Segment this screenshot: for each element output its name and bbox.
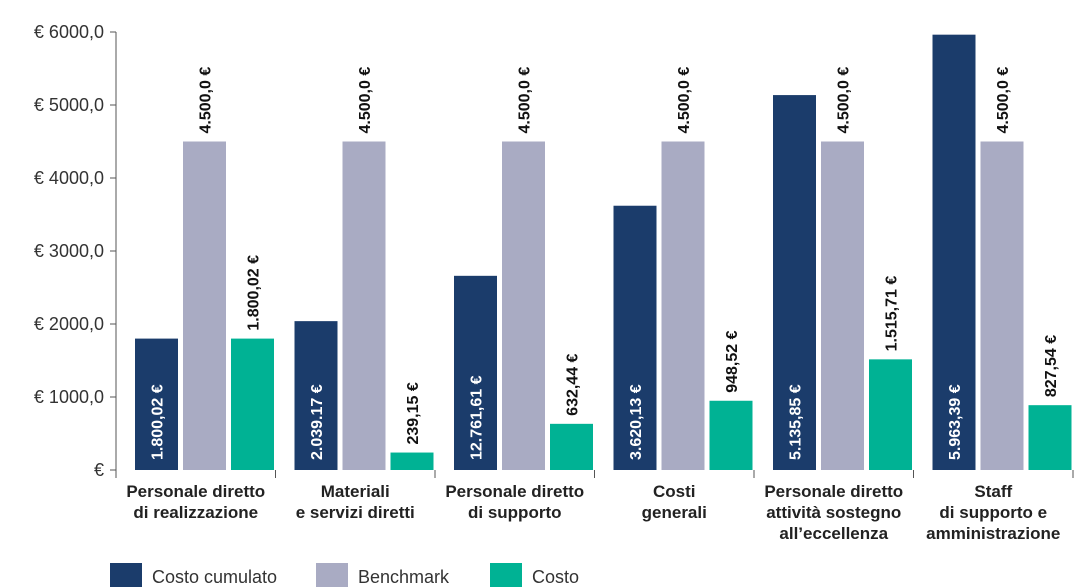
y-tick-label: € 6000,0 [34, 22, 104, 42]
data-label: 4.500,0 € [836, 67, 853, 134]
data-label: 1.800,02 € [246, 255, 263, 331]
y-tick-label: € 5000,0 [34, 95, 104, 115]
data-label: 4.500,0 € [676, 67, 693, 134]
legend-label: Benchmark [358, 567, 450, 587]
category-label: attività sostegno [766, 503, 901, 522]
category-label: all’eccellenza [779, 524, 888, 543]
bar-costo [869, 359, 912, 470]
y-tick-label: € 1000,0 [34, 387, 104, 407]
data-label: 4.500,0 € [517, 67, 534, 134]
bar-costo-cumulato [932, 34, 976, 470]
data-label: 239,15 € [405, 382, 422, 444]
legend-label: Costo [532, 567, 579, 587]
data-label: 5.135,85 € [788, 384, 805, 460]
bar-costo-cumulato [613, 205, 657, 470]
category-label: di supporto [468, 503, 561, 522]
bar-benchmark [980, 141, 1024, 470]
data-label: 1.800,02 € [150, 384, 167, 460]
data-label: 5.963,39 € [947, 384, 964, 460]
data-label: 1.515,71 € [884, 276, 901, 352]
data-label: 4.500,0 € [198, 67, 215, 134]
data-label: 827,54 € [1043, 335, 1060, 397]
y-tick-label: € [94, 460, 104, 480]
data-label: 632,44 € [565, 353, 582, 415]
axes: € € 1000,0 € 2000,0 € 3000,0 € 4000,0 € 5000,… [34, 22, 1074, 480]
category-label: Personale diretto [445, 482, 584, 501]
data-labels: 1.800,02 € 4.500,0 € 1.800,02 € 2.039.17 € 4… [150, 67, 1061, 460]
category-label: Personale diretto [126, 482, 265, 501]
legend-swatch [490, 563, 522, 587]
category-label: Staff [974, 482, 1012, 501]
y-tick-label: € 2000,0 [34, 314, 104, 334]
data-label: 4.500,0 € [995, 67, 1012, 134]
bar-costo [231, 338, 274, 470]
bar-costo-cumulato [294, 321, 338, 470]
bar-benchmark [502, 141, 545, 470]
data-label: 2.039.17 € [309, 384, 326, 460]
category-label: Materiali [321, 482, 390, 501]
category-labels: Personale diretto di realizzazione Materia… [126, 482, 1060, 543]
category-label: di realizzazione [133, 503, 258, 522]
bars [135, 34, 1072, 470]
data-label: 4.500,0 € [357, 67, 374, 134]
data-label: 12.761,61 € [469, 375, 486, 460]
bar-costo-cumulato [454, 275, 497, 470]
bar-costo [1028, 405, 1072, 470]
bar-benchmark [661, 141, 705, 470]
bar-benchmark [342, 141, 386, 470]
category-label: Personale diretto [764, 482, 903, 501]
category-label: amministrazione [926, 524, 1060, 543]
category-label: Costi [653, 482, 696, 501]
data-label: 3.620,13 € [628, 384, 645, 460]
bar-benchmark [821, 141, 864, 470]
legend: Costo cumulato Benchmark Costo [110, 563, 579, 587]
bar-costo [390, 452, 434, 470]
category-label: e servizi diretti [296, 503, 415, 522]
bar-costo-cumulato [135, 338, 178, 470]
category-label: di supporto e [939, 503, 1047, 522]
y-tick-label: € 3000,0 [34, 241, 104, 261]
legend-swatch [316, 563, 348, 587]
bar-costo-cumulato [773, 95, 816, 470]
legend-swatch [110, 563, 142, 587]
bar-costo [550, 423, 593, 470]
legend-label: Costo cumulato [152, 567, 277, 587]
y-tick-label: € 4000,0 [34, 168, 104, 188]
data-label: 948,52 € [724, 330, 741, 392]
bar-costo [709, 400, 753, 470]
category-label: generali [642, 503, 707, 522]
bar-benchmark [183, 141, 226, 470]
